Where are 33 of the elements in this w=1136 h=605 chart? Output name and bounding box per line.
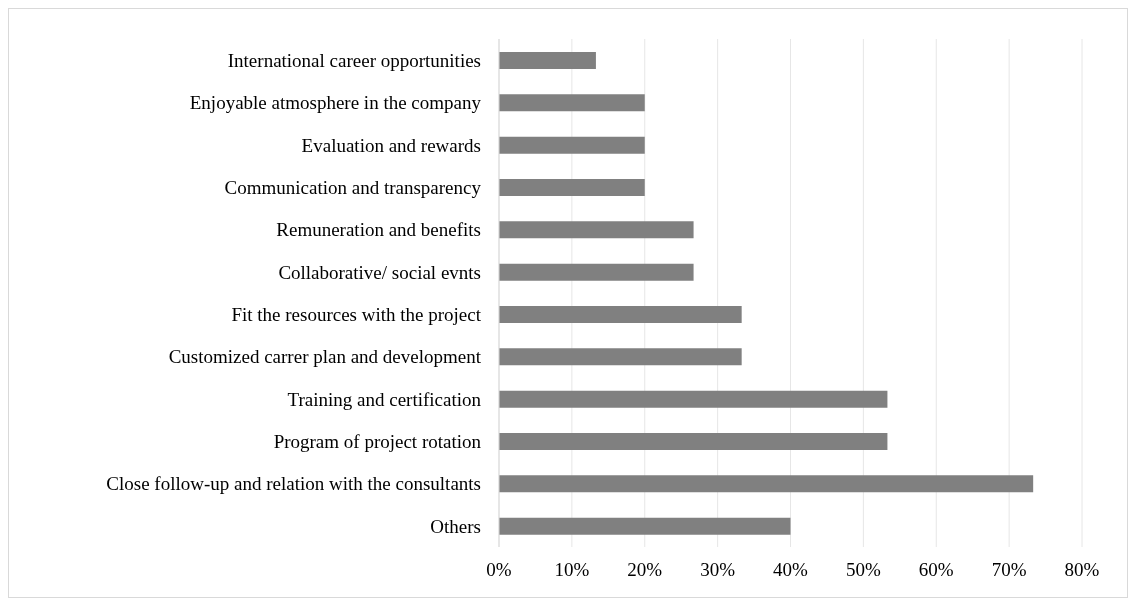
bar [499, 517, 791, 535]
y-tick-label: Close follow-up and relation with the consultants [106, 473, 481, 495]
bar [499, 433, 888, 450]
y-tick-label: Evaluation and rewards [301, 134, 481, 156]
bar [499, 221, 694, 239]
bar [499, 306, 742, 323]
x-tick-label: 60% [918, 559, 954, 581]
y-tick-label: Enjoyable atmosphere in the company [189, 92, 482, 114]
y-tick-label: Fit the resources with the project [231, 303, 482, 325]
bar [499, 475, 1034, 493]
bar [499, 263, 694, 281]
y-tick-label: Remuneration and benefits [276, 219, 481, 241]
x-tick-label: 20% [627, 559, 663, 581]
y-tick-label: International career opportunities [227, 49, 481, 71]
y-tick-label: Customized carrer plan and development [168, 346, 482, 368]
x-tick-label: 0% [486, 559, 512, 581]
x-tick-label: 10% [554, 559, 590, 581]
bar [499, 179, 645, 196]
bar [499, 136, 645, 154]
y-tick-label: Collaborative/ social evnts [278, 261, 481, 283]
y-tick-label: Program of project rotation [273, 430, 482, 452]
y-tick-label: Training and certification [287, 388, 482, 410]
x-tick-label: 70% [991, 559, 1027, 581]
bar [499, 94, 645, 112]
x-tick-label: 50% [845, 559, 881, 581]
y-tick-label: Others [430, 515, 481, 537]
y-tick-label: Communication and transparency [224, 176, 482, 198]
x-tick-label: 30% [700, 559, 736, 581]
x-tick-label: 80% [1064, 559, 1100, 581]
bar [499, 52, 596, 69]
bar [499, 348, 742, 366]
x-tick-label: 40% [773, 559, 809, 581]
bar [499, 390, 888, 408]
